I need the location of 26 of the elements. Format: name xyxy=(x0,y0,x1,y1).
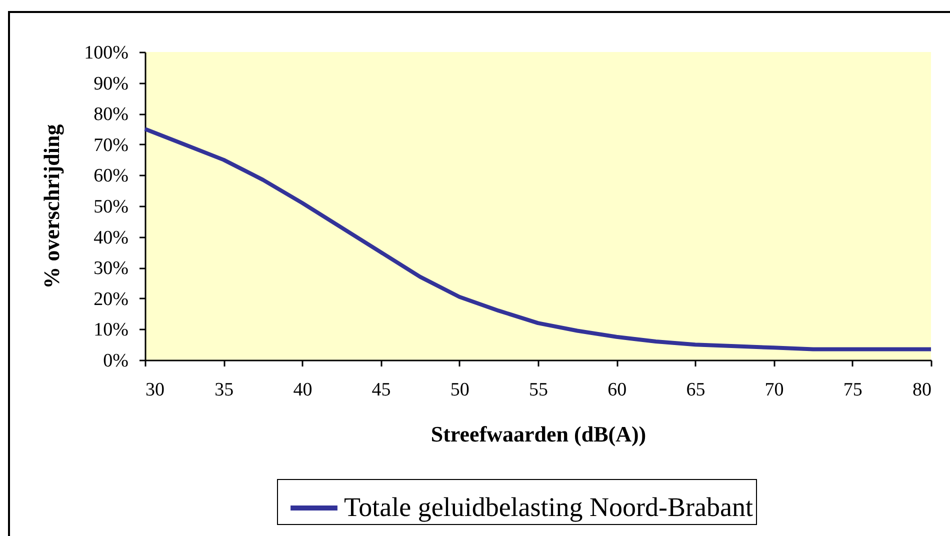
x-tick-label: 35 xyxy=(214,380,234,400)
x-tick-label: 45 xyxy=(372,380,391,400)
x-tick-label: 70 xyxy=(764,380,784,400)
y-axis-title: % overschrijding xyxy=(39,124,64,289)
x-tick-label: 30 xyxy=(146,380,164,400)
x-tick-label: 40 xyxy=(293,380,312,400)
x-tick-label: 55 xyxy=(529,380,548,400)
x-tick-label: 50 xyxy=(450,380,470,400)
y-tick-label: 80% xyxy=(94,104,129,126)
y-tick-label: 10% xyxy=(94,320,129,341)
line-series xyxy=(143,127,933,352)
y-tick-label: 70% xyxy=(94,134,129,156)
x-axis-title: Streefwaarden (dB(A)) xyxy=(430,422,646,446)
y-tick-label: 40% xyxy=(94,227,129,248)
y-tick-label: 60% xyxy=(94,166,129,187)
x-tick-label: 60 xyxy=(608,380,627,400)
y-tick-label: 50% xyxy=(94,196,129,218)
legend-label: Totale geluidbelasting Noord-Brabant xyxy=(344,492,754,522)
y-tick-label: 0% xyxy=(103,350,129,372)
y-tick-label: 30% xyxy=(94,258,129,280)
y-tick-label: 100% xyxy=(84,42,129,64)
x-tick-label: 80 xyxy=(912,380,932,400)
x-tick-label: 65 xyxy=(686,380,706,400)
x-tick-label: 75 xyxy=(843,380,862,400)
y-tick-label: 20% xyxy=(94,288,129,310)
y-tick-label: 90% xyxy=(94,73,129,94)
